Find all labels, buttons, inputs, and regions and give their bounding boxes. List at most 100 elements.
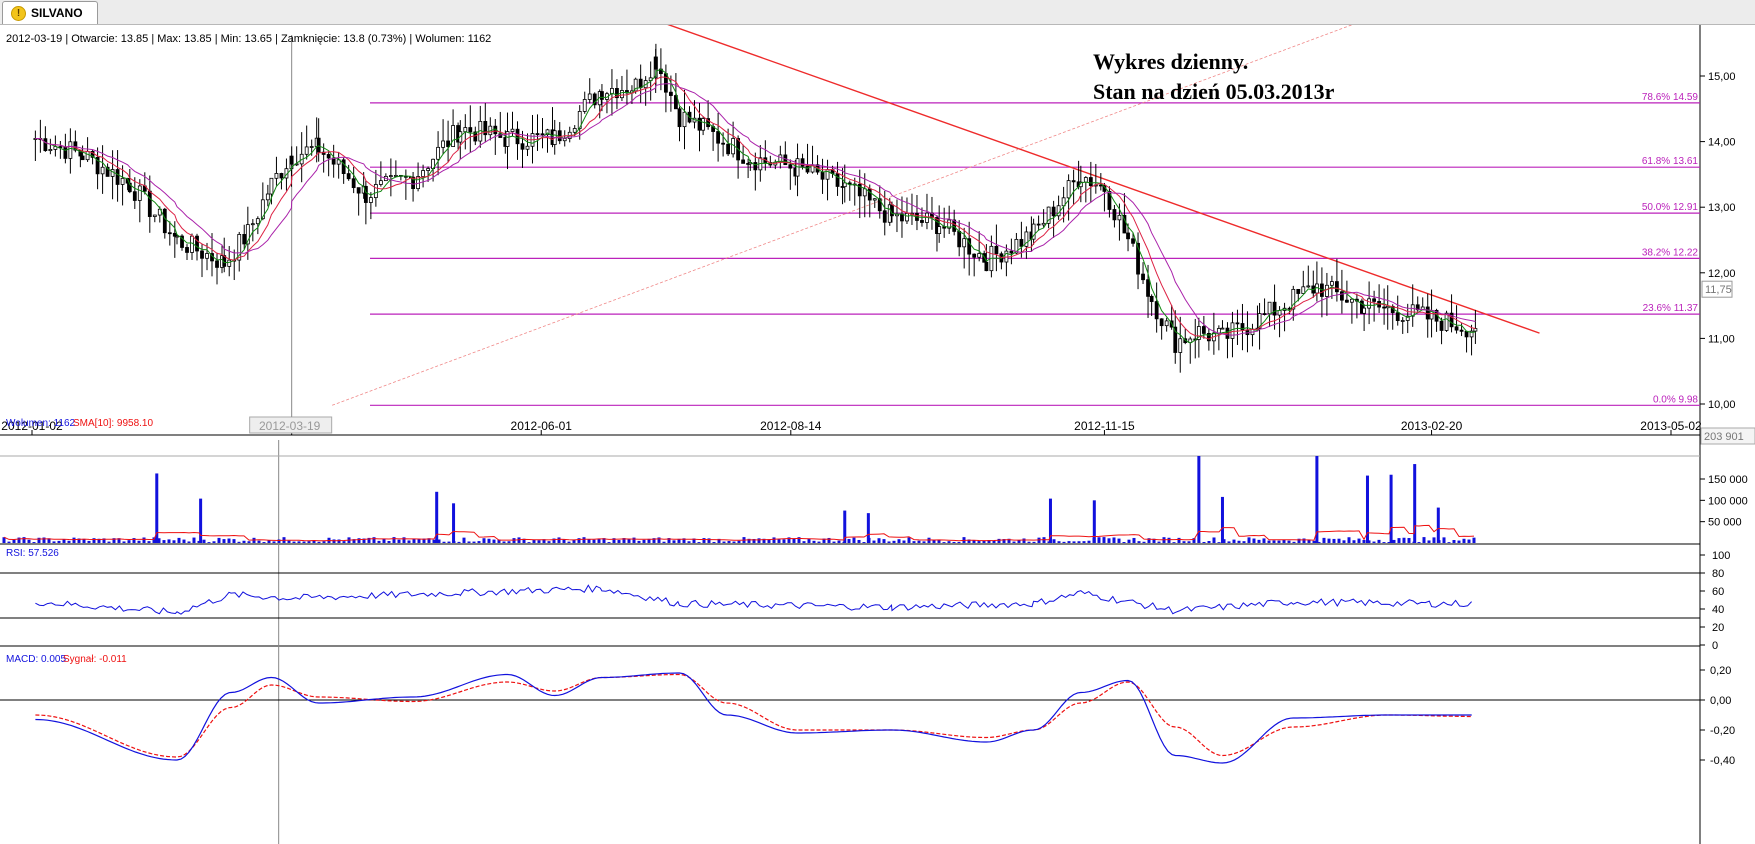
- annotation-line2: Stan na dzień 05.03.2013r: [1093, 79, 1335, 104]
- volume-bar: [337, 539, 341, 543]
- y-tick-label: 100: [1712, 550, 1730, 562]
- trend-line-uptrend: [332, 25, 1353, 406]
- candle-body: [255, 218, 260, 225]
- candle-body: [215, 260, 219, 268]
- candle-body: [587, 93, 592, 100]
- volume-bar: [137, 540, 141, 543]
- volume-bar: [1432, 537, 1436, 543]
- candle-body: [615, 88, 619, 99]
- volume-bar: [1382, 542, 1386, 543]
- volume-bar: [1207, 541, 1211, 543]
- volume-bar: [792, 538, 796, 543]
- volume-bar: [1452, 540, 1456, 543]
- candle-body: [572, 128, 577, 133]
- volume-bar: [542, 539, 546, 543]
- volume-bar: [1112, 537, 1116, 543]
- x-tick-label: 2012-03-19: [259, 419, 321, 433]
- volume-bar: [827, 537, 831, 543]
- volume-bar: [362, 538, 366, 543]
- volume-bar: [1252, 538, 1256, 543]
- candle-body: [937, 226, 942, 234]
- volume-bar: [797, 537, 801, 543]
- volume-bar: [257, 540, 261, 543]
- volume-bar: [482, 538, 486, 543]
- volume-bar: [982, 540, 986, 543]
- volume-bar: [1317, 542, 1321, 543]
- volume-bar: [497, 539, 501, 543]
- volume-bar: [377, 540, 381, 543]
- candle-body: [1024, 231, 1029, 247]
- volume-bar: [562, 539, 566, 543]
- candle-body: [653, 56, 658, 70]
- volume-bar: [172, 540, 176, 543]
- candle-body: [972, 253, 977, 258]
- volume-bar: [1087, 540, 1091, 543]
- volume-bar: [897, 539, 901, 543]
- volume-bar: [1322, 537, 1326, 543]
- candle-body: [620, 90, 624, 99]
- volume-bar: [1157, 541, 1161, 543]
- volume-bar: [1147, 538, 1151, 543]
- candle-body: [1359, 300, 1364, 314]
- candle-body: [167, 232, 172, 235]
- volume-bar: [82, 538, 86, 543]
- volume-bar: [657, 537, 661, 543]
- volume-bar: [866, 513, 870, 543]
- volume-bar: [1447, 542, 1451, 543]
- y-tick-label: 13,00: [1708, 202, 1736, 214]
- y-tick-label: 0,00: [1710, 695, 1731, 707]
- volume-bar: [317, 541, 321, 543]
- tab-label: SILVANO: [31, 6, 83, 20]
- volume-bar: [772, 537, 776, 543]
- volume-bar: [177, 537, 181, 543]
- volume-bar: [435, 491, 439, 543]
- volume-bar: [537, 540, 541, 543]
- candle-body: [1201, 326, 1206, 334]
- x-tick-label: 2013-05-02: [1640, 419, 1702, 433]
- candle-body: [132, 191, 137, 201]
- candle-body: [677, 108, 682, 128]
- volume-bar: [1172, 542, 1176, 543]
- candle-body: [1051, 206, 1056, 217]
- volume-bar: [412, 538, 416, 543]
- candle-body: [436, 146, 440, 160]
- candle-body: [663, 73, 668, 93]
- volume-bar: [477, 541, 481, 543]
- volume-bar: [127, 540, 131, 543]
- volume-bar: [397, 539, 401, 543]
- volume-bar: [1142, 541, 1146, 543]
- stock-chart[interactable]: 10,00 11,00 12,00 13,00 14,00 15,00 11,75 2012-…: [0, 25, 1755, 844]
- volume-bar: [757, 538, 761, 543]
- volume-bar: [1467, 539, 1471, 543]
- volume-bar: [387, 541, 391, 543]
- candle-body: [1154, 301, 1159, 320]
- candle-body: [269, 177, 274, 195]
- volume-bar: [1417, 542, 1421, 543]
- volume-bar: [547, 541, 551, 543]
- volume-bar: [1352, 540, 1356, 543]
- candle-body: [962, 238, 967, 248]
- candle-body: [341, 159, 346, 175]
- candle-body: [1277, 310, 1282, 316]
- last-price-box: [1701, 280, 1733, 298]
- volume-bar: [342, 541, 346, 543]
- volume-bar: [712, 541, 716, 543]
- candle-body: [1459, 329, 1464, 332]
- volume-bar: [1272, 540, 1276, 543]
- volume-bar: [1413, 464, 1417, 543]
- candle-body: [205, 253, 209, 259]
- volume-bar: [442, 541, 446, 543]
- volume-bar: [322, 541, 326, 543]
- volume-bar: [462, 537, 466, 543]
- volume-bar: [1202, 541, 1206, 543]
- candle-body: [1240, 323, 1245, 331]
- candle-body: [85, 150, 90, 161]
- candle-body: [1367, 298, 1372, 309]
- volume-bar: [2, 537, 6, 543]
- candle-body: [1272, 301, 1277, 316]
- tab-silvano[interactable]: ! SILVANO: [2, 1, 98, 24]
- volume-bar: [132, 538, 136, 543]
- volume-bar: [922, 541, 926, 543]
- candle-body: [682, 111, 687, 128]
- volume-bar: [237, 541, 241, 543]
